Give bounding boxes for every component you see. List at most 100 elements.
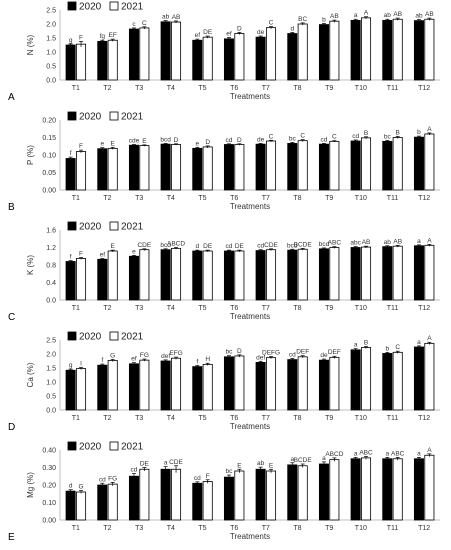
significance-label: f [101, 357, 103, 364]
significance-label: bcd [160, 242, 171, 249]
bar-2020 [318, 248, 329, 301]
bar-2020 [223, 38, 234, 81]
significance-label: bc [226, 349, 234, 356]
bar-2020 [255, 250, 266, 301]
significance-label: DE [235, 243, 245, 250]
bar-2020 [128, 144, 139, 191]
y-axis-label: K (%) [26, 255, 35, 275]
x-tick-label: T8 [293, 195, 301, 202]
x-tick-label: T1 [72, 305, 80, 312]
significance-label: de [320, 352, 328, 359]
legend-swatch-2021 [109, 441, 119, 451]
legend-label-2021: 2021 [121, 222, 144, 233]
x-tick-label: T5 [198, 415, 206, 422]
bar-2020 [160, 21, 171, 81]
significance-label: d [195, 243, 199, 250]
bar-2020 [97, 40, 108, 81]
significance-label: A [427, 237, 432, 244]
bar-2021 [424, 18, 435, 81]
significance-label: cd [194, 475, 201, 482]
significance-label: FG [108, 475, 117, 482]
x-tick-label: T7 [262, 195, 270, 202]
y-tick-label: 0.5 [46, 394, 56, 401]
x-tick-label: T2 [103, 85, 111, 92]
x-axis-label: Treatments [230, 202, 270, 211]
significance-label: A [364, 10, 369, 17]
bar-2020 [287, 359, 298, 411]
significance-label: H [205, 356, 210, 363]
significance-label: AB [393, 11, 402, 18]
x-tick-label: T4 [167, 525, 175, 532]
panel-letter: A [8, 92, 15, 103]
significance-label: bcd [319, 241, 330, 248]
panel-letter: D [8, 422, 15, 433]
bar-2021 [107, 250, 118, 301]
legend-swatch-2020 [67, 331, 77, 341]
x-tick-label: T3 [135, 195, 143, 202]
x-tick-label: T8 [293, 525, 301, 532]
bar-2020 [350, 349, 361, 411]
panel-a: 0.0 0.5 1.0 1.5 2.0 2.5 N (%) T1 T2 T3 T4 T5 T6 T7 T8 T… [8, 1, 440, 103]
significance-label: f [70, 150, 72, 157]
significance-label: EF [109, 32, 117, 39]
x-tick-label: T7 [262, 305, 270, 312]
significance-label: bc [226, 468, 234, 475]
x-tick-label: T6 [230, 525, 238, 532]
significance-label: BC [298, 16, 307, 23]
significance-label: EFG [169, 350, 182, 357]
x-tick-label: T12 [418, 415, 430, 422]
bar-2020 [255, 361, 266, 411]
significance-label: E [269, 462, 274, 469]
bar-2021 [329, 459, 340, 521]
bar-2021 [361, 347, 372, 411]
bar-2021 [107, 483, 118, 521]
significance-label: f [196, 358, 198, 365]
significance-label: E [237, 462, 242, 469]
panel-e: 0.00 0.10 0.20 0.30 0.40 Mg (%) T1 T2 T3 T4 T5 T6 T7… [8, 441, 440, 543]
bar-2020 [192, 39, 203, 81]
x-tick-label: T11 [387, 415, 399, 422]
significance-label: cd [226, 137, 233, 144]
significance-label: D [237, 25, 242, 32]
bar-2021 [76, 368, 87, 411]
legend-swatch-2021 [109, 331, 119, 341]
significance-label: a [385, 450, 389, 457]
significance-label: e [100, 141, 104, 148]
legend-label-2021: 2021 [121, 2, 144, 13]
x-tick-label: T9 [325, 85, 333, 92]
significance-label: ef [100, 251, 106, 258]
significance-label: CDE [137, 242, 151, 249]
bar-2021 [266, 27, 277, 81]
bar-2021 [329, 247, 340, 301]
x-tick-label: T9 [325, 415, 333, 422]
x-tick-label: T2 [103, 305, 111, 312]
bar-2021 [202, 146, 213, 191]
significance-label: C [269, 20, 274, 27]
x-tick-label: T3 [135, 305, 143, 312]
bar-2020 [382, 246, 393, 301]
bar-2020 [65, 261, 76, 301]
significance-label: cd [99, 476, 106, 483]
significance-label: E [111, 243, 116, 250]
x-tick-label: T7 [262, 85, 270, 92]
significance-label: F [79, 143, 83, 150]
x-tick-label: T3 [135, 525, 143, 532]
significance-label: cd [257, 243, 264, 250]
significance-label: E [142, 138, 147, 145]
bar-2020 [318, 463, 329, 521]
x-tick-label: T4 [167, 305, 175, 312]
significance-label: e [195, 140, 199, 147]
significance-label: fg [100, 33, 106, 40]
y-tick-label: 0.05 [42, 170, 56, 177]
x-tick-label: T2 [103, 195, 111, 202]
legend-label-2021: 2021 [121, 442, 144, 453]
legend-swatch-2021 [109, 111, 119, 121]
significance-label: C [142, 20, 147, 27]
significance-label: def [161, 353, 170, 360]
significance-label: DEF [328, 349, 341, 356]
bar-2020 [97, 148, 108, 191]
legend-swatch-2020 [67, 1, 77, 11]
legend-swatch-2020 [67, 111, 77, 121]
significance-label: DEF [296, 349, 309, 356]
bar-2020 [223, 250, 234, 301]
